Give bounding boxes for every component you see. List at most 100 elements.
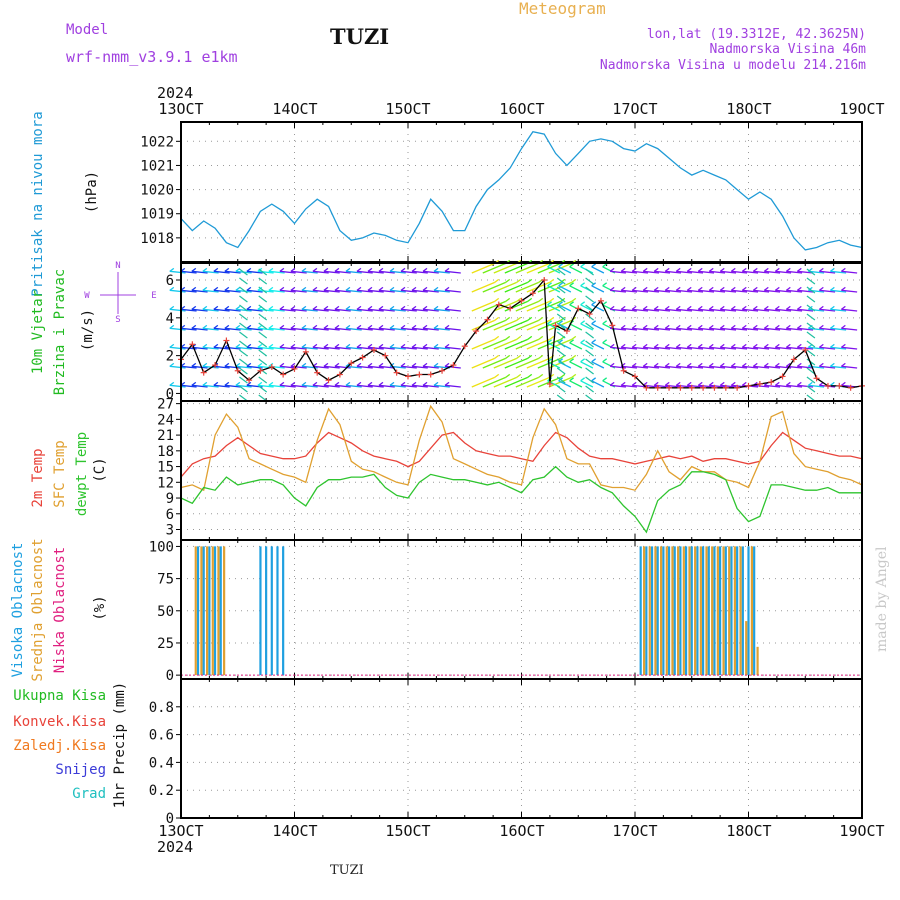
wind-vector-head — [664, 305, 670, 310]
wind-vector — [515, 357, 540, 369]
wind-vector-head — [433, 267, 439, 272]
compass-north: N — [115, 261, 120, 271]
wind-vector — [676, 289, 693, 293]
wind-vector-head — [312, 286, 318, 291]
wind-vector — [312, 270, 329, 274]
wind-vector — [676, 365, 693, 369]
wind-vector-head — [686, 305, 692, 310]
wind-vector — [290, 365, 307, 369]
wind-vector — [819, 270, 836, 274]
wind-vector — [569, 380, 583, 388]
wind-vector-head — [774, 305, 780, 310]
wind-vector-head — [580, 263, 586, 268]
wind-vector-head — [356, 381, 362, 386]
wind-vector — [213, 289, 230, 293]
wind-vector — [786, 270, 803, 274]
wind-vector-head — [631, 305, 637, 310]
wind-axis-label-1: 10m Vjetar — [30, 290, 46, 374]
mid-cloud-axis-label: Srednja Oblacnost — [30, 538, 46, 681]
wind-vector — [323, 308, 340, 312]
wind-vector-head — [785, 324, 791, 329]
wind-vector-head — [202, 267, 208, 272]
wind-vector — [775, 289, 792, 293]
wind-vector — [591, 380, 605, 388]
wind-vector — [558, 285, 572, 293]
wind-vector — [654, 270, 671, 274]
wind-vector — [389, 270, 406, 274]
wind-vector — [334, 270, 351, 274]
wind-vector — [389, 346, 406, 350]
wind-vector-head — [763, 324, 769, 329]
legend-total-precip: Ukupna Kisa — [13, 688, 106, 704]
high-cloud-axis-label: Visoka Oblacnost — [10, 543, 26, 678]
compass-west: W — [84, 291, 90, 301]
wind-vector — [246, 289, 263, 293]
wind-vector-head — [602, 282, 608, 287]
wind-vector-head — [345, 286, 351, 291]
wind-vector — [806, 322, 816, 330]
wind-vector — [301, 384, 318, 388]
wind-vector — [698, 327, 715, 331]
wind-vector-head — [312, 324, 318, 329]
wind-vector — [556, 304, 566, 312]
x-tick-bottom: 14OCT — [272, 822, 317, 840]
wind-vector-head — [505, 373, 511, 378]
wind-vector-head — [246, 362, 252, 367]
wind-vector — [786, 384, 803, 388]
wind-vector — [515, 300, 540, 312]
wind-vector — [841, 346, 858, 350]
wind-vector — [239, 340, 248, 348]
wind-vector-head — [796, 362, 802, 367]
wind-vector — [556, 367, 566, 375]
wind-vector-head — [620, 267, 626, 272]
wind-vector — [213, 308, 230, 312]
wind-vector-head — [774, 267, 780, 272]
wind-vector-head — [323, 381, 329, 386]
wind-vector — [775, 270, 792, 274]
wind-vector-head — [642, 267, 648, 272]
wind-vector — [411, 327, 428, 331]
wind-vector-head — [591, 301, 597, 306]
wind-vector — [224, 289, 241, 293]
wind-vector-head — [840, 305, 846, 310]
wind-vector-head — [571, 354, 577, 359]
wind-vector — [569, 266, 583, 274]
wind-vector-head — [312, 343, 318, 348]
y-tick-label: 1018 — [140, 231, 174, 247]
x-tick-top: 14OCT — [272, 100, 317, 118]
wind-vector — [493, 338, 517, 350]
wind-vector — [764, 327, 781, 331]
wind-vector — [841, 308, 858, 312]
wind-vector-head — [235, 305, 241, 310]
wind-vector — [556, 322, 566, 330]
wind-vector-head — [697, 305, 703, 310]
wind-vector — [830, 308, 847, 312]
wind-vector — [580, 361, 594, 369]
wind-vector — [558, 380, 572, 388]
wind-vector-head — [818, 343, 824, 348]
wind-vector — [239, 367, 248, 375]
wind-vector — [400, 384, 417, 388]
wind-vector-head — [235, 381, 241, 386]
wind-vector-head — [422, 362, 428, 367]
wind-vector — [345, 327, 362, 331]
wind-vector-head — [829, 343, 835, 348]
wind-vector — [764, 346, 781, 350]
wind-vector-head — [785, 267, 791, 272]
wind-vector — [180, 289, 197, 293]
wind-vector — [504, 281, 529, 293]
wind-vector-head — [433, 343, 439, 348]
wind-vector-head — [246, 381, 252, 386]
wind-vector — [356, 346, 373, 350]
wind-vector — [169, 384, 186, 388]
wind-vector-head — [741, 286, 747, 291]
wind-vector — [808, 308, 825, 312]
wind-vector-head — [752, 324, 758, 329]
wind-vector-head — [191, 381, 197, 386]
wind-vector — [830, 365, 847, 369]
wind-vector-head — [609, 381, 615, 386]
wind-vector-head — [246, 267, 252, 272]
wind-vector — [444, 327, 461, 331]
wind-vector — [654, 384, 671, 388]
temp-unit-label: (C) — [92, 457, 108, 482]
